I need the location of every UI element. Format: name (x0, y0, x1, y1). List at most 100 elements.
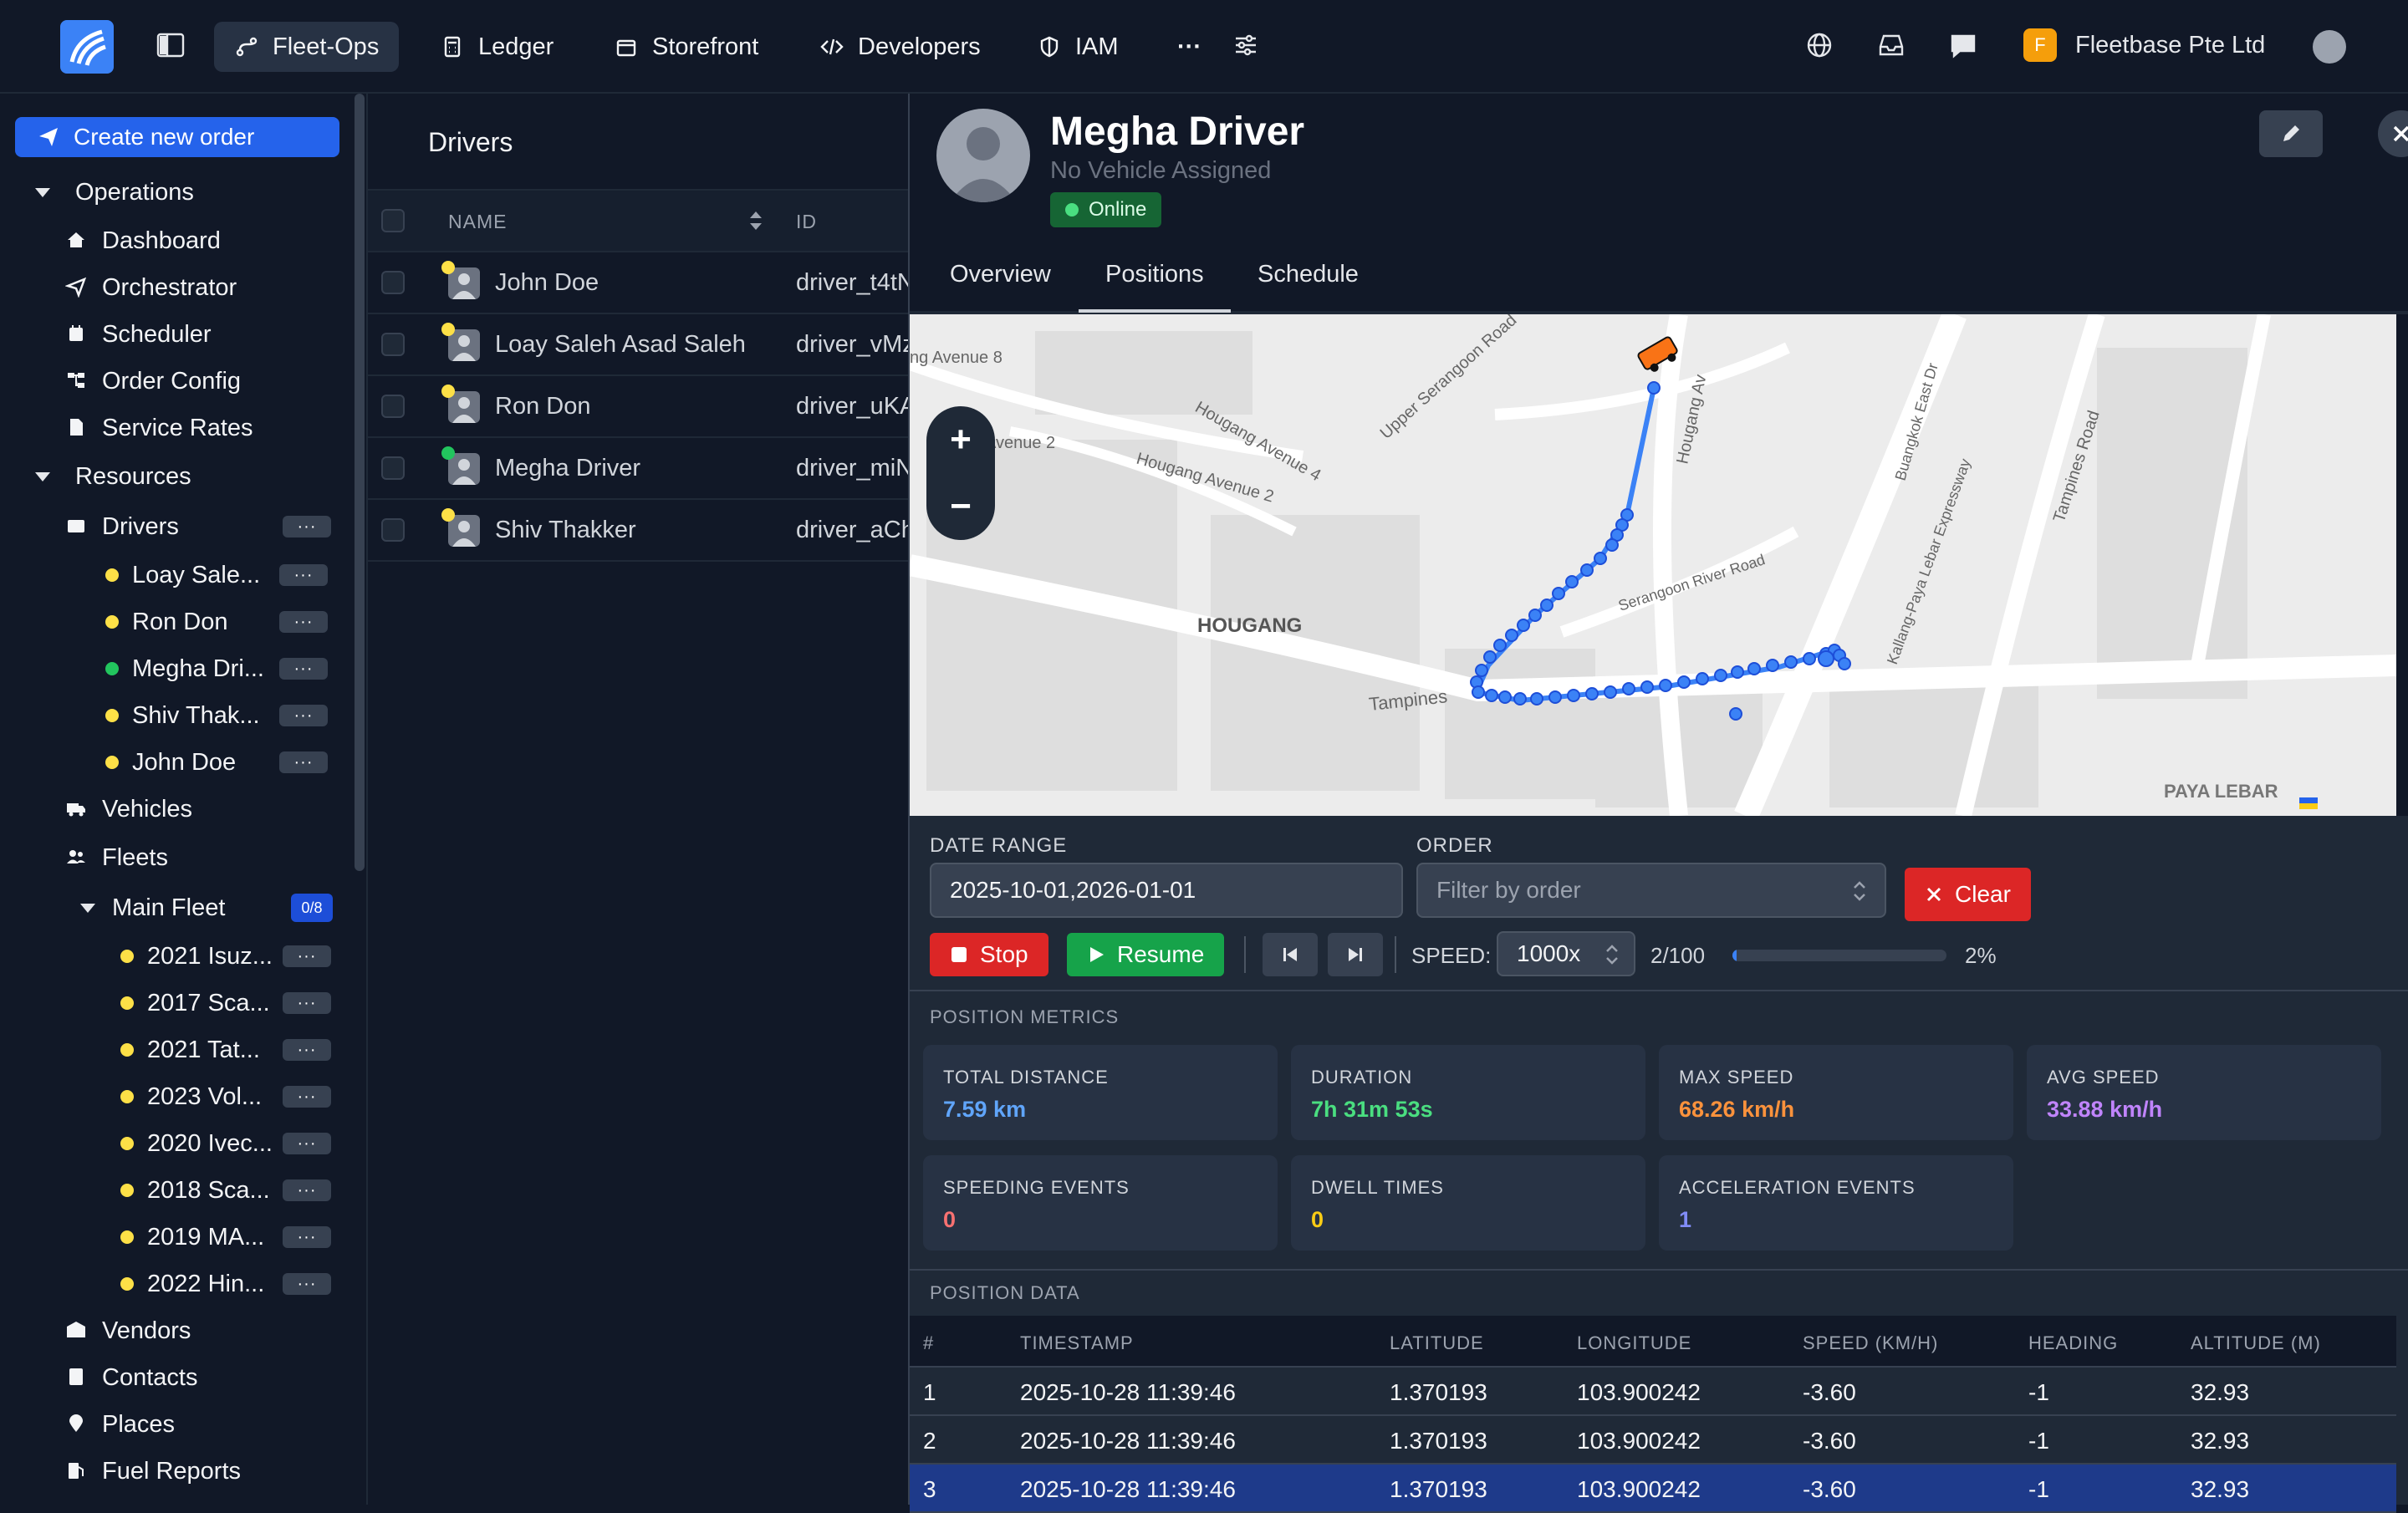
section-operations[interactable]: Operations (35, 172, 194, 212)
vehicle-more-button[interactable]: ··· (283, 1086, 331, 1108)
sidebar-driver-item[interactable]: Shiv Thak... (105, 695, 260, 736)
sidebar-driver-item[interactable]: Ron Don (105, 602, 227, 642)
table-row[interactable]: Shiv Thakker driver_aCh (368, 500, 908, 562)
sidebar-vehicle-item[interactable]: 2020 Ivec... (120, 1123, 273, 1164)
column-header-name[interactable]: NAME (448, 211, 508, 232)
nav-ledger[interactable]: Ledger (420, 22, 574, 72)
fleetbase-logo[interactable] (60, 20, 114, 74)
sidebar-item-drivers[interactable]: Drivers (65, 507, 179, 547)
drivers-more-button[interactable]: ··· (283, 516, 331, 537)
sort-icon[interactable] (747, 209, 764, 232)
user-avatar[interactable] (2313, 30, 2346, 64)
nav-storefront[interactable]: Storefront (594, 22, 778, 72)
table-row[interactable]: Ron Don driver_uKA (368, 376, 908, 438)
speed-select[interactable]: 1000x (1497, 931, 1635, 976)
edit-button[interactable] (2259, 110, 2323, 157)
sidebar-item-dashboard[interactable]: Dashboard (65, 221, 221, 261)
sidebar-item-fuel-reports[interactable]: Fuel Reports (65, 1451, 241, 1491)
sidebar-scrollbar[interactable] (355, 94, 365, 871)
column-header-id[interactable]: ID (796, 211, 817, 232)
metric-label: ACCELERATION EVENTS (1679, 1177, 1916, 1198)
row-checkbox[interactable] (381, 518, 405, 542)
driver-more-button[interactable]: ··· (279, 658, 328, 680)
zoom-out-button[interactable]: − (950, 486, 972, 527)
tab-schedule[interactable]: Schedule (1258, 261, 1359, 288)
sliders-icon[interactable] (1229, 28, 1263, 62)
date-range-input[interactable]: 2025-10-01,2026-01-01 (930, 863, 1403, 918)
sidebar-item-contacts[interactable]: Contacts (65, 1358, 197, 1398)
nav-fleet-ops[interactable]: Fleet-Ops (214, 22, 400, 72)
vehicle-more-button[interactable]: ··· (283, 1039, 331, 1061)
vehicle-more-button[interactable]: ··· (283, 992, 331, 1014)
sidebar-vehicle-item[interactable]: 2023 Vol... (120, 1077, 262, 1117)
vehicle-more-button[interactable]: ··· (283, 945, 331, 967)
nav-iam[interactable]: IAM (1017, 22, 1139, 72)
sidebar-item-places[interactable]: Places (65, 1404, 175, 1444)
more-label: ··· (293, 752, 314, 772)
sidebar-vehicle-item[interactable]: 2018 Sca... (120, 1170, 270, 1210)
driver-more-button[interactable]: ··· (279, 705, 328, 726)
tab-positions[interactable]: Positions (1079, 261, 1231, 313)
table-row[interactable]: 1 2025-10-28 11:39:46 1.370193 103.90024… (910, 1368, 2396, 1416)
row-checkbox[interactable] (381, 333, 405, 356)
vehicle-more-button[interactable]: ··· (283, 1133, 331, 1154)
driver-id: driver_vMz (796, 331, 908, 358)
sidebar-vehicle-item[interactable]: 2019 MA... (120, 1217, 264, 1257)
table-row[interactable]: Megha Driver driver_miN (368, 438, 908, 500)
table-row[interactable]: Loay Saleh Asad Saleh driver_vMz (368, 314, 908, 376)
sidebar-item-orchestrator[interactable]: Orchestrator (65, 267, 237, 308)
clear-button[interactable]: Clear (1905, 868, 2031, 921)
resume-button[interactable]: Resume (1067, 933, 1225, 976)
select-all-checkbox[interactable] (381, 209, 405, 232)
tab-overview[interactable]: Overview (950, 261, 1051, 288)
organization-switcher[interactable]: F Fleetbase Pte Ltd (2023, 28, 2265, 62)
table-row[interactable]: 2 2025-10-28 11:39:46 1.370193 103.90024… (910, 1416, 2396, 1465)
chat-icon[interactable] (1946, 28, 1980, 62)
vehicle-more-button[interactable]: ··· (283, 1273, 331, 1295)
step-forward-button[interactable] (1328, 933, 1383, 976)
sidebar-item-main-fleet[interactable]: Main Fleet (80, 888, 225, 928)
sidebar-vehicle-item[interactable]: 2022 Hin... (120, 1264, 264, 1304)
sidebar-driver-item[interactable]: Loay Sale... (105, 555, 260, 595)
progress-count: 2/100 (1650, 943, 1706, 968)
sidebar-driver-item[interactable]: Megha Dri... (105, 649, 264, 689)
table-row[interactable]: John Doe driver_t4tN (368, 252, 908, 314)
step-back-button[interactable] (1263, 933, 1318, 976)
stop-button[interactable]: Stop (930, 933, 1048, 976)
zoom-in-button[interactable]: + (950, 419, 972, 460)
nav-more-button[interactable]: ··· (1157, 22, 1222, 72)
order-select[interactable]: Filter by order (1416, 863, 1886, 918)
sidebar-item-vendors[interactable]: Vendors (65, 1311, 191, 1351)
driver-more-button[interactable]: ··· (279, 611, 328, 633)
globe-icon[interactable] (1803, 28, 1836, 62)
driver-more-button[interactable]: ··· (279, 564, 328, 586)
create-order-button[interactable]: Create new order (15, 117, 339, 157)
sidebar-item-fleets[interactable]: Fleets (65, 838, 168, 878)
driver-more-button[interactable]: ··· (279, 751, 328, 773)
row-checkbox[interactable] (381, 456, 405, 480)
map-scrollbar[interactable] (2396, 314, 2408, 816)
vehicle-more-button[interactable]: ··· (283, 1179, 331, 1201)
sidebar-toggle-icon[interactable] (154, 28, 187, 62)
sidebar-driver-item[interactable]: John Doe (105, 742, 236, 782)
sidebar-item-service-rates[interactable]: Service Rates (65, 408, 253, 448)
section-resources[interactable]: Resources (35, 456, 191, 497)
sidebar-item-order-config[interactable]: Order Config (65, 361, 241, 401)
sidebar-vehicle-item[interactable]: 2017 Sca... (120, 983, 270, 1023)
more-label: ··· (297, 1040, 317, 1059)
sidebar-item-scheduler[interactable]: Scheduler (65, 314, 212, 354)
vehicle-more-button[interactable]: ··· (283, 1226, 331, 1248)
close-button[interactable] (2378, 110, 2408, 157)
nav-developers[interactable]: Developers (799, 22, 1001, 72)
table-row-selected[interactable]: 3 2025-10-28 11:39:46 1.370193 103.90024… (910, 1465, 2396, 1513)
sidebar-vehicle-item[interactable]: 2021 Tat... (120, 1030, 260, 1070)
positions-map[interactable]: ng Avenue 8 Avenue 2 Hougang Avenue 2 Ho… (910, 314, 2396, 816)
column-header: TIMESTAMP (1020, 1332, 1134, 1353)
progress-bar[interactable] (1732, 950, 1946, 961)
inbox-icon[interactable] (1875, 28, 1908, 62)
row-checkbox[interactable] (381, 395, 405, 418)
row-checkbox[interactable] (381, 271, 405, 294)
sidebar-item-vehicles[interactable]: Vehicles (65, 789, 192, 829)
sidebar-item-label: Vehicles (102, 795, 193, 823)
sidebar-vehicle-item[interactable]: 2021 Isuz... (120, 936, 273, 976)
